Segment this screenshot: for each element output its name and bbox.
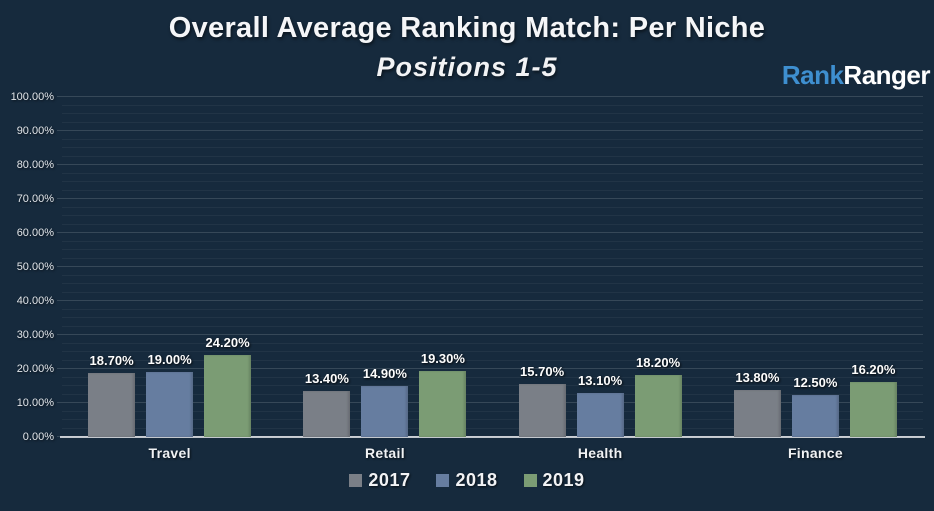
- y-axis-tick-label: 20.00%: [16, 363, 54, 375]
- major-gridline: [57, 130, 923, 131]
- minor-gridline: [62, 325, 923, 327]
- legend-item-2017: 2017: [349, 470, 410, 491]
- y-axis-tick-label: 60.00%: [16, 227, 54, 239]
- y-axis-tick-label: 10.00%: [16, 397, 54, 409]
- minor-gridline: [62, 189, 923, 191]
- minor-gridline: [62, 385, 923, 386]
- bar-2019-travel: [204, 354, 252, 437]
- data-label: 12.50%: [793, 374, 838, 390]
- bar-2019-health: [634, 375, 682, 437]
- category-label-retail: Retail: [364, 445, 405, 461]
- logo-part-rank: Rank: [781, 60, 844, 90]
- y-axis-tick-label: 30.00%: [16, 329, 54, 341]
- legend-swatch-icon: [523, 474, 537, 487]
- y-axis-tick-label: 50.00%: [16, 261, 54, 273]
- data-label: 14.90%: [362, 366, 407, 382]
- x-axis-line: [60, 436, 925, 438]
- data-label: 18.70%: [89, 353, 134, 369]
- minor-gridline: [62, 342, 923, 344]
- minor-gridline: [62, 410, 923, 412]
- category-label-finance: Finance: [787, 445, 843, 461]
- minor-gridline: [62, 359, 923, 361]
- legend-item-2018: 2018: [436, 470, 497, 491]
- bar-2018-travel: [146, 372, 194, 437]
- legend-swatch-icon: [349, 474, 363, 487]
- y-axis-tick-label: 0.00%: [22, 431, 54, 443]
- minor-gridline: [62, 240, 923, 242]
- minor-gridline: [62, 206, 923, 208]
- minor-gridline: [62, 308, 923, 310]
- minor-gridline: [62, 419, 923, 420]
- major-gridline: [57, 436, 923, 437]
- major-gridline: [57, 402, 923, 403]
- minor-gridline: [62, 147, 923, 148]
- category-label-health: Health: [577, 445, 623, 461]
- plot-area: 100.00% 90.00% 80.00% 70.00% 60.00% 50.00% 40.…: [11, 91, 925, 461]
- bar-2019-retail: [419, 371, 467, 437]
- legend-item-2019: 2019: [523, 470, 585, 491]
- major-gridline: [57, 334, 923, 335]
- chart-subtitle: Positions 1-5: [376, 52, 558, 82]
- data-label: 13.80%: [735, 370, 780, 386]
- logo-part-ranger: Ranger: [843, 60, 930, 90]
- major-gridline: [57, 96, 923, 97]
- data-label: 16.20%: [851, 361, 896, 377]
- bar-2019-finance: [849, 381, 897, 437]
- minor-gridline: [62, 351, 923, 352]
- minor-gridline: [62, 283, 923, 284]
- minor-gridline: [62, 257, 923, 259]
- major-gridline: [57, 232, 923, 233]
- legend-label: 2017: [368, 470, 411, 490]
- bar-2017-retail: [303, 391, 351, 437]
- minor-gridline: [62, 172, 923, 174]
- data-label: 15.70%: [520, 363, 565, 379]
- data-label: 19.00%: [147, 352, 192, 368]
- bar-2017-finance: [733, 390, 781, 437]
- minor-gridline: [62, 376, 923, 378]
- minor-gridline: [62, 138, 923, 140]
- data-label: 18.20%: [636, 355, 681, 371]
- minor-gridline: [62, 215, 923, 216]
- minor-gridline: [62, 223, 923, 225]
- minor-gridline: [62, 113, 923, 114]
- y-axis-tick-label: 80.00%: [16, 159, 54, 171]
- bar-2018-retail: [361, 386, 409, 437]
- y-axis-tick-label: 40.00%: [16, 295, 54, 307]
- data-label: 13.10%: [578, 372, 623, 388]
- y-axis-tick-label: 100.00%: [10, 91, 54, 103]
- rankranger-logo: RankRanger: [781, 60, 931, 91]
- category-label-travel: Travel: [148, 445, 191, 461]
- legend: 2017 2018 2019: [0, 470, 934, 491]
- minor-gridline: [62, 249, 923, 250]
- data-label: 13.40%: [304, 371, 349, 387]
- minor-gridline: [62, 274, 923, 276]
- minor-gridline: [62, 155, 923, 157]
- minor-gridline: [62, 121, 923, 123]
- major-gridline: [57, 300, 923, 301]
- y-axis-tick-label: 70.00%: [16, 193, 54, 205]
- minor-gridline: [62, 104, 923, 106]
- major-gridline: [57, 368, 923, 369]
- minor-gridline: [62, 291, 923, 293]
- data-label: 24.20%: [205, 334, 250, 350]
- data-label: 19.30%: [420, 351, 465, 367]
- y-axis-tick-label: 90.00%: [16, 125, 54, 137]
- bar-2017-health: [518, 383, 566, 437]
- legend-label: 2018: [455, 470, 498, 490]
- legend-swatch-icon: [436, 474, 450, 487]
- minor-gridline: [62, 181, 923, 182]
- minor-gridline: [62, 317, 923, 318]
- bar-2018-health: [576, 392, 624, 437]
- chart-title: Overall Average Ranking Match: Per Niche: [168, 12, 766, 44]
- major-gridline: [57, 164, 923, 165]
- bar-2017-travel: [88, 373, 136, 437]
- major-gridline: [57, 266, 923, 267]
- major-gridline: [57, 198, 923, 199]
- legend-label: 2019: [542, 470, 585, 490]
- bar-2018-finance: [791, 394, 839, 437]
- minor-gridline: [62, 427, 923, 429]
- minor-gridline: [62, 393, 923, 395]
